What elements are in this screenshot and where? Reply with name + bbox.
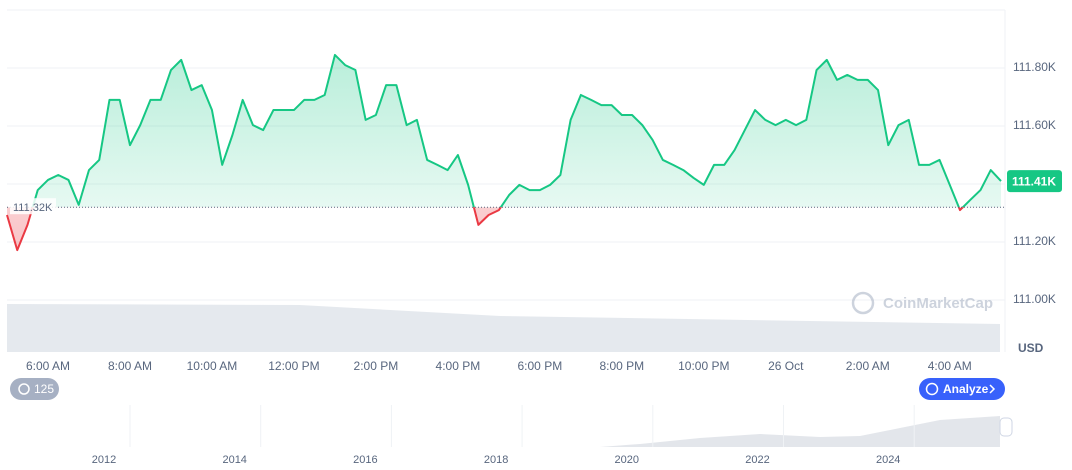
analyze-chevron bbox=[989, 384, 996, 394]
zoom-count[interactable]: 125 bbox=[34, 382, 54, 396]
watermark-logo bbox=[851, 291, 875, 315]
y-tick-label: 111.20K bbox=[1013, 234, 1056, 248]
current-price-label: 111.41K bbox=[1012, 174, 1056, 188]
navigator-handle[interactable] bbox=[999, 417, 1013, 437]
navigator-area bbox=[7, 416, 1000, 447]
baseline-label: 111.32K bbox=[13, 202, 53, 214]
x-tick-label: 6:00 AM bbox=[26, 359, 70, 373]
baseline-label-bg bbox=[10, 198, 56, 215]
zoom-pill[interactable] bbox=[10, 378, 59, 400]
watermark-group: CoinMarketCap bbox=[851, 291, 993, 315]
x-tick-label: 4:00 AM bbox=[928, 359, 972, 373]
area-above bbox=[32, 54, 1001, 208]
y-tick-label: 111.00K bbox=[1013, 292, 1056, 306]
x-tick-label: 6:00 PM bbox=[518, 359, 563, 373]
x-tick-label: 2:00 PM bbox=[354, 359, 399, 373]
x-tick-label: 10:00 AM bbox=[187, 359, 238, 373]
volume-band bbox=[7, 304, 1000, 352]
navigator-year: 2014 bbox=[222, 454, 246, 466]
navigator-year: 2020 bbox=[615, 454, 639, 466]
navigator-axis: 2012 2014 2016 2018 2020 2022 2024 bbox=[92, 405, 915, 466]
navigator-year: 2018 bbox=[484, 454, 508, 466]
x-tick-label: 12:00 PM bbox=[268, 359, 319, 373]
x-tick-label: 4:00 PM bbox=[436, 359, 481, 373]
current-price-tag bbox=[1007, 170, 1062, 193]
x-tick-label: 8:00 AM bbox=[108, 359, 152, 373]
analyze-button[interactable] bbox=[919, 378, 1005, 400]
y-tick-label: 111.60K bbox=[1013, 118, 1056, 132]
price-line-above bbox=[31, 53, 1002, 208]
x-tick-label: 26 Oct bbox=[768, 359, 804, 373]
clock-icon bbox=[18, 383, 30, 395]
plot: 111.32K bbox=[6, 53, 1005, 301]
navigator-year: 2022 bbox=[745, 454, 769, 466]
x-tick-label: 10:00 PM bbox=[678, 359, 729, 373]
navigator-year: 2024 bbox=[876, 454, 900, 466]
analyze-label[interactable]: Analyze bbox=[943, 382, 989, 396]
watermark: CoinMarketCap bbox=[883, 295, 993, 312]
y-tick-label: 111.80K bbox=[1013, 60, 1056, 74]
currency: USD bbox=[1018, 341, 1044, 355]
navigator-year: 2012 bbox=[92, 454, 116, 466]
analyze-icon bbox=[925, 382, 939, 396]
navigator-year: 2016 bbox=[353, 454, 377, 466]
x-tick-label: 2:00 AM bbox=[846, 359, 890, 373]
x-tick-label: 8:00 PM bbox=[599, 359, 644, 373]
